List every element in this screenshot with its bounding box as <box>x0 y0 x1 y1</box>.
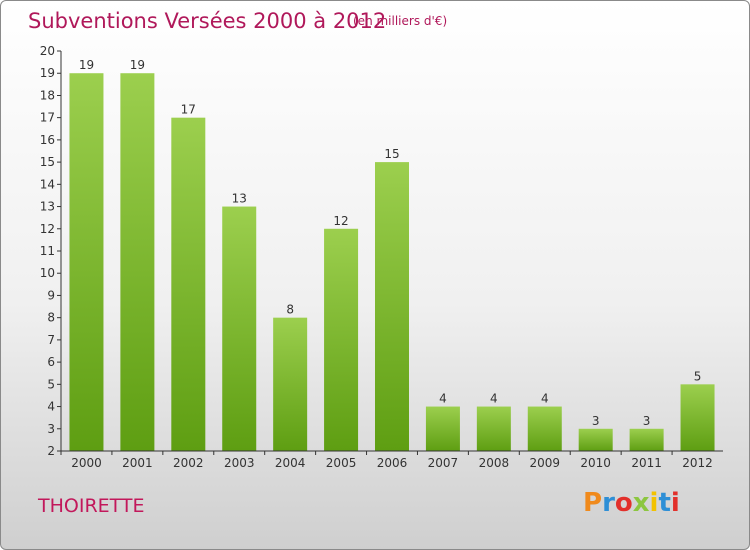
bar-2008 <box>476 406 511 451</box>
commune-name: THOIRETTE <box>38 495 145 517</box>
x-tick-label-2009: 2009 <box>529 456 560 470</box>
x-tick-label-2010: 2010 <box>580 456 611 470</box>
logo-letter: P <box>583 488 603 518</box>
data-label-2009: 4 <box>541 392 549 406</box>
y-tick-label-6: 6 <box>47 355 55 369</box>
y-tick-label-16: 16 <box>40 133 55 147</box>
y-tick-label-19: 19 <box>40 66 55 80</box>
logo-letter: i <box>670 488 680 518</box>
bar-2007 <box>425 406 460 451</box>
logo-letter: x <box>632 488 650 518</box>
bar-2006 <box>375 162 409 451</box>
y-tick-label-2: 2 <box>47 444 55 458</box>
y-tick-label-10: 10 <box>40 266 55 280</box>
y-tick-label-7: 7 <box>47 333 55 347</box>
y-tick-label-4: 4 <box>47 400 55 414</box>
bar-2001 <box>120 73 155 451</box>
bar-2004 <box>273 317 308 451</box>
y-tick-label-18: 18 <box>40 88 55 102</box>
bar-2000 <box>69 73 104 451</box>
x-tick-label-2012: 2012 <box>682 456 713 470</box>
logo-letter: o <box>614 488 633 518</box>
data-label-2000: 19 <box>79 58 94 72</box>
x-tick-label-2003: 2003 <box>224 456 255 470</box>
bar-2009 <box>527 406 562 451</box>
x-tick-label-2002: 2002 <box>173 456 204 470</box>
bar-2002 <box>171 117 206 452</box>
data-label-2012: 5 <box>694 369 702 383</box>
y-tick-label-11: 11 <box>40 244 55 258</box>
x-tick-label-2000: 2000 <box>71 456 102 470</box>
y-tick-label-3: 3 <box>47 422 55 436</box>
x-tick-label-2005: 2005 <box>326 456 357 470</box>
y-tick-label-12: 12 <box>40 222 55 236</box>
data-label-2002: 17 <box>181 103 196 117</box>
chart-title: Subventions Versées 2000 à 2012 <box>28 9 387 33</box>
data-label-2008: 4 <box>490 392 498 406</box>
x-tick-label-2007: 2007 <box>428 456 459 470</box>
data-label-2001: 19 <box>130 58 145 72</box>
data-label-2010: 3 <box>592 414 600 428</box>
x-tick-label-2001: 2001 <box>122 456 153 470</box>
data-label-2011: 3 <box>643 414 651 428</box>
data-label-2007: 4 <box>439 392 447 406</box>
bar-2010 <box>578 428 613 451</box>
x-tick-label-2008: 2008 <box>479 456 510 470</box>
bar-2012 <box>680 384 715 451</box>
x-tick-label-2006: 2006 <box>377 456 408 470</box>
data-label-2003: 13 <box>232 192 247 206</box>
y-tick-label-15: 15 <box>40 155 55 169</box>
y-tick-label-8: 8 <box>47 311 55 325</box>
logo-letter: t <box>658 488 671 518</box>
logo-letter: i <box>649 488 659 518</box>
bar-2011 <box>629 428 664 451</box>
x-tick-label-2011: 2011 <box>631 456 662 470</box>
y-tick-label-13: 13 <box>40 200 55 214</box>
y-tick-label-17: 17 <box>40 111 55 125</box>
logo-letter: r <box>602 488 615 518</box>
chart-unit-note: (en milliers d'€) <box>353 14 448 28</box>
y-tick-label-20: 20 <box>40 44 55 58</box>
bar-2003 <box>222 206 257 451</box>
bar-2005 <box>324 228 359 451</box>
proxiti-logo: Proxiti <box>583 488 680 518</box>
x-tick-label-2004: 2004 <box>275 456 306 470</box>
data-label-2004: 8 <box>286 303 294 317</box>
data-label-2006: 15 <box>384 147 399 161</box>
y-tick-label-5: 5 <box>47 377 55 391</box>
data-label-2005: 12 <box>333 214 348 228</box>
y-tick-label-9: 9 <box>47 288 55 302</box>
y-tick-label-14: 14 <box>40 177 55 191</box>
